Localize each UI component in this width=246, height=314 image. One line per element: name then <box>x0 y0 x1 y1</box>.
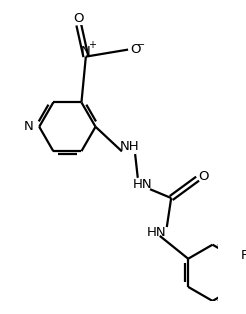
Text: −: − <box>137 40 145 50</box>
Text: O: O <box>199 171 209 183</box>
Text: HN: HN <box>146 226 166 239</box>
Text: +: + <box>88 40 96 50</box>
Text: O: O <box>130 43 140 56</box>
Text: N: N <box>81 45 91 58</box>
Text: F: F <box>241 249 246 262</box>
Text: O: O <box>74 12 84 25</box>
Text: N: N <box>23 120 33 133</box>
Text: NH: NH <box>120 140 140 154</box>
Text: HN: HN <box>133 178 153 191</box>
